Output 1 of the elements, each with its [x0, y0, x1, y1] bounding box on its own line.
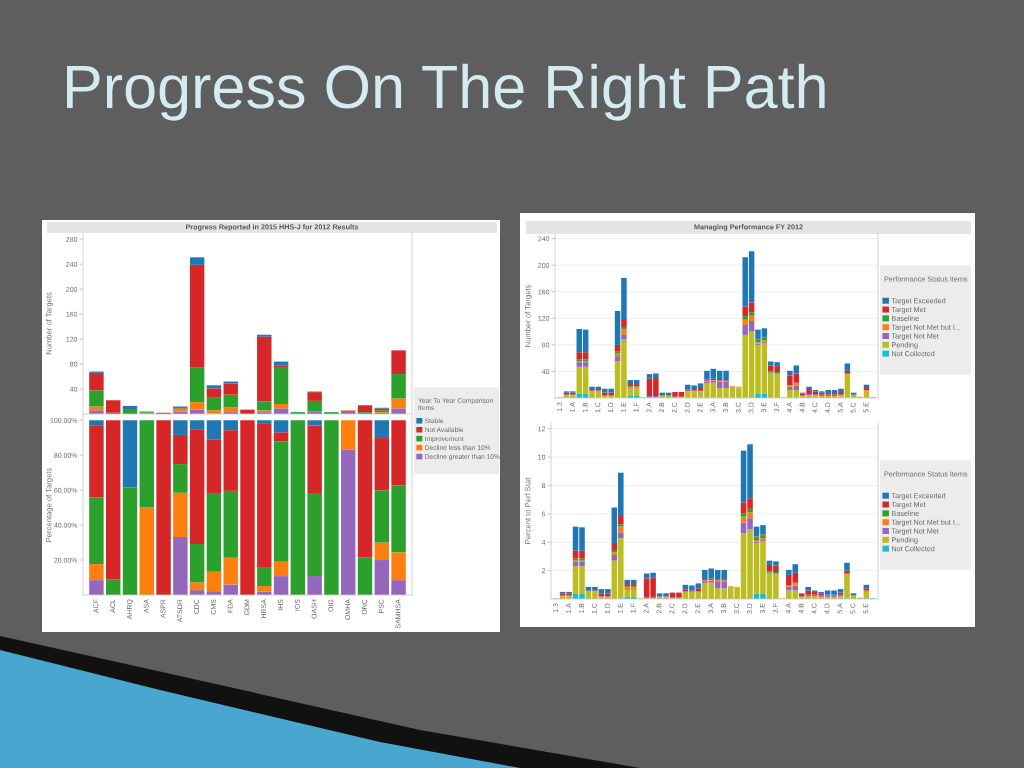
text: Progress On The Right Path: [67, 63, 825, 121]
